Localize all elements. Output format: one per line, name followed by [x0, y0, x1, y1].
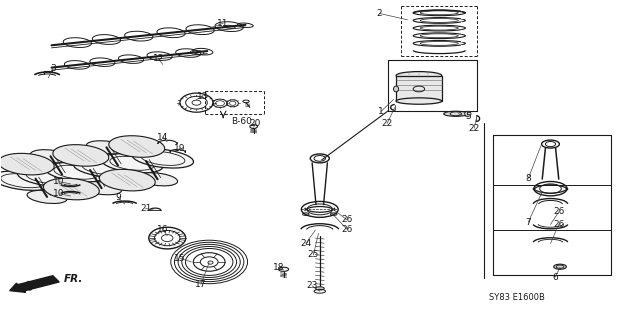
Text: 26: 26 [341, 215, 353, 224]
Ellipse shape [45, 163, 107, 182]
Text: 26: 26 [341, 225, 353, 234]
Ellipse shape [396, 72, 442, 80]
Ellipse shape [0, 171, 54, 190]
Ellipse shape [99, 169, 155, 191]
Text: 22: 22 [469, 124, 480, 132]
Text: 5: 5 [465, 113, 471, 122]
Text: 2: 2 [376, 9, 382, 18]
Ellipse shape [101, 154, 163, 173]
Text: SY83 E1600B: SY83 E1600B [489, 292, 545, 301]
Text: 19: 19 [174, 144, 186, 153]
Text: B-60: B-60 [231, 116, 252, 126]
Ellipse shape [554, 264, 566, 269]
Text: 1: 1 [378, 107, 383, 116]
Ellipse shape [464, 111, 471, 116]
Text: 20: 20 [249, 119, 261, 128]
Ellipse shape [444, 111, 468, 116]
Text: 12: 12 [153, 54, 164, 63]
Ellipse shape [17, 167, 79, 186]
Text: 21: 21 [140, 204, 152, 213]
Ellipse shape [0, 153, 54, 175]
Text: 11: 11 [217, 19, 229, 28]
Text: 26: 26 [553, 207, 564, 216]
Text: 16: 16 [157, 225, 169, 234]
Ellipse shape [43, 178, 99, 200]
Ellipse shape [31, 150, 71, 163]
Ellipse shape [396, 98, 442, 104]
Ellipse shape [87, 141, 127, 154]
Text: 15: 15 [174, 254, 186, 263]
Text: 24: 24 [300, 239, 311, 248]
Text: FR.: FR. [64, 275, 83, 284]
Ellipse shape [82, 182, 122, 195]
Text: 22: 22 [382, 119, 393, 128]
Text: 10: 10 [54, 189, 65, 198]
Text: 3: 3 [50, 64, 55, 73]
FancyArrow shape [10, 276, 59, 292]
Ellipse shape [53, 145, 109, 166]
Ellipse shape [132, 149, 194, 168]
Text: 10: 10 [54, 177, 65, 186]
Ellipse shape [73, 158, 135, 177]
Text: 9: 9 [115, 193, 121, 202]
Text: 26: 26 [553, 220, 564, 229]
Text: 13: 13 [197, 92, 208, 101]
Text: 18: 18 [273, 263, 285, 272]
Text: 8: 8 [526, 174, 531, 183]
Ellipse shape [138, 173, 178, 186]
Text: 14: 14 [157, 132, 168, 141]
Ellipse shape [315, 287, 324, 290]
Text: 7: 7 [526, 218, 531, 227]
Bar [396, 76, 442, 101]
Text: 17: 17 [195, 280, 206, 289]
Text: 6: 6 [552, 273, 558, 282]
Text: 25: 25 [308, 251, 319, 260]
Text: 23: 23 [306, 281, 318, 290]
Ellipse shape [109, 136, 165, 157]
Ellipse shape [394, 86, 399, 92]
Ellipse shape [27, 190, 67, 204]
